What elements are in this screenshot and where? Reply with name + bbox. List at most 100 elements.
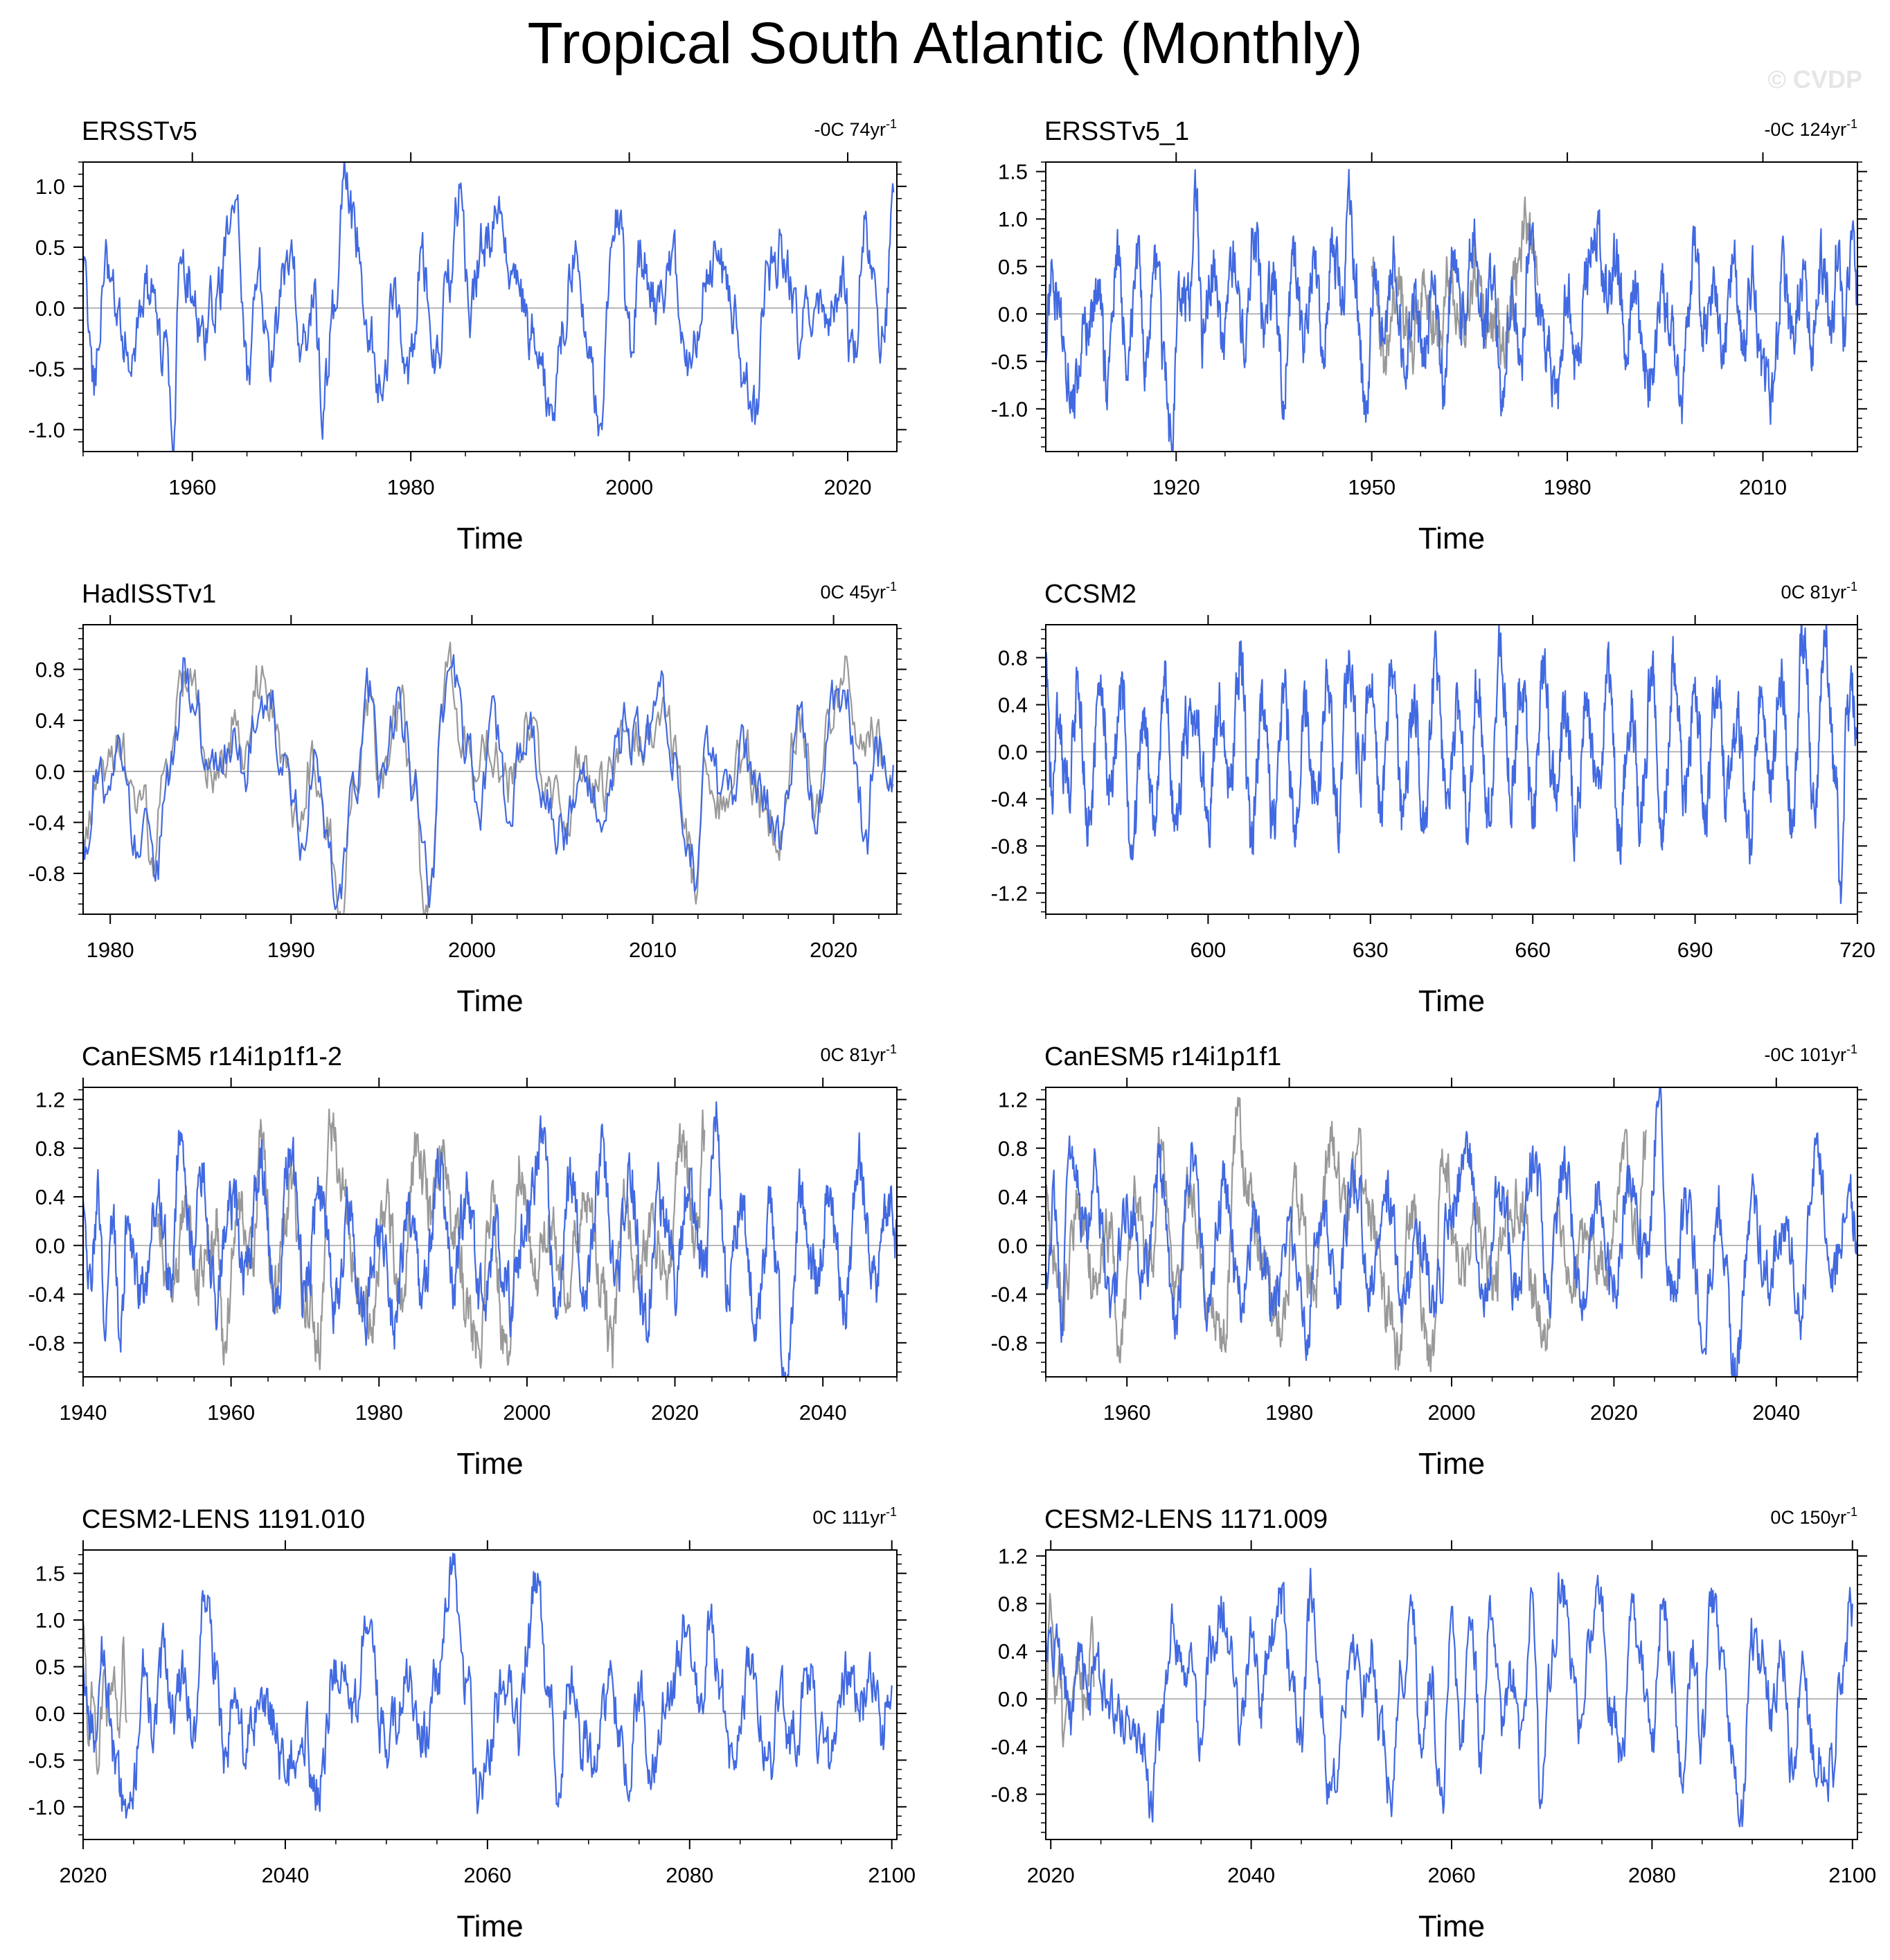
series-line-2 (1046, 168, 1857, 452)
x-tick-label: 1980 (87, 938, 134, 962)
series-line-2 (83, 1101, 897, 1377)
x-tick-label: 2000 (605, 475, 653, 499)
trend-value: 0C 81yr (820, 1044, 886, 1065)
y-tick-label: -0.4 (28, 1283, 65, 1307)
y-tick-label: -0.8 (991, 1783, 1028, 1807)
x-tick-label: 1940 (60, 1400, 107, 1425)
panel-5: CanESM5 r14i1p1f1-2 0C 81yr-1 -0.8 -0.4 0.0 0… (28, 1042, 907, 1481)
x-tick-label: 1960 (168, 475, 216, 499)
panel-title: CanESM5 r14i1p1f1 (1044, 1042, 1281, 1071)
x-axis-label: Time (1418, 1909, 1485, 1943)
panel-title: ERSSTv5 (82, 117, 197, 146)
y-tick-label: 0.5 (998, 255, 1028, 279)
x-tick-label: 720 (1839, 938, 1875, 962)
x-tick-label: 2000 (1428, 1400, 1476, 1425)
series-line-2 (1046, 1087, 1857, 1377)
trend-superscript: -1 (886, 1505, 897, 1519)
x-tick-label: 2010 (1739, 475, 1787, 499)
panel-title: ERSSTv5_1 (1044, 117, 1189, 146)
y-tick-label: 0.5 (35, 1655, 65, 1680)
y-tick-label: 0.0 (35, 296, 65, 321)
trend-value: -0C 124yr (1764, 119, 1846, 140)
x-axis-label: Time (456, 1447, 523, 1481)
x-axis-label: Time (456, 984, 523, 1018)
series-line-1 (1046, 625, 1857, 905)
trend-label: -0C 124yr-1 (1764, 117, 1857, 140)
x-tick-label: 2060 (1428, 1863, 1476, 1887)
y-tick-label: -1.2 (991, 881, 1028, 905)
x-tick-label: 1980 (1265, 1400, 1313, 1425)
y-tick-label: 1.2 (35, 1088, 65, 1112)
x-tick-label: 600 (1191, 938, 1227, 962)
trend-value: -0C 74yr (814, 119, 886, 140)
x-tick-label: 2040 (1752, 1400, 1800, 1425)
y-tick-label: 0.0 (998, 740, 1028, 765)
x-tick-label: 2100 (868, 1863, 916, 1887)
y-tick-label: -0.4 (991, 1735, 1028, 1759)
y-tick-label: -1.0 (28, 418, 65, 442)
y-tick-label: 0.0 (998, 1233, 1028, 1258)
x-tick-label: 2010 (629, 938, 677, 962)
trend-label: 0C 81yr-1 (1781, 580, 1857, 603)
y-tick-label: -0.8 (28, 862, 65, 886)
panel-4: CCSM2 0C 81yr-1 -1.2 -0.8 -0.4 0.0 0.4 0.8 600 63… (991, 580, 1875, 1018)
y-tick-label: 0.4 (35, 1185, 65, 1209)
panel-2: ERSSTv5_1 -0C 124yr-1 -1.0 -0.5 0.0 0.5 1.0 1.5… (991, 117, 1867, 555)
y-tick-label: 1.0 (998, 207, 1028, 231)
series-line-1 (83, 162, 895, 452)
trend-label: 0C 45yr-1 (820, 580, 897, 603)
y-tick-label: -0.8 (28, 1331, 65, 1355)
y-tick-label: 0.0 (998, 302, 1028, 326)
trend-value: 0C 81yr (1781, 582, 1846, 603)
trend-superscript: -1 (1846, 1042, 1857, 1056)
x-tick-label: 2000 (448, 938, 496, 962)
series-line-2 (83, 654, 894, 910)
trend-value: 0C 111yr (812, 1507, 886, 1528)
y-tick-label: 1.0 (35, 1608, 65, 1632)
x-tick-label: 1990 (267, 938, 315, 962)
x-tick-label: 690 (1677, 938, 1713, 962)
x-tick-label: 2020 (60, 1863, 107, 1887)
y-tick-label: 0.8 (998, 646, 1028, 670)
trend-superscript: -1 (886, 1042, 897, 1056)
y-tick-label: -0.5 (991, 350, 1028, 374)
trend-label: 0C 150yr-1 (1770, 1505, 1857, 1528)
panel-6: CanESM5 r14i1p1f1 -0C 101yr-1 -0.8 -0.4 0.0 0… (991, 1042, 1867, 1481)
y-tick-label: 1.5 (35, 1562, 65, 1586)
y-tick-label: 0.0 (35, 1233, 65, 1258)
y-tick-label: -0.4 (28, 810, 65, 835)
x-axis-label: Time (1418, 522, 1485, 555)
x-tick-label: 1980 (387, 475, 435, 499)
y-tick-label: 0.8 (35, 657, 65, 681)
x-axis-label: Time (1418, 984, 1485, 1018)
trend-value: 0C 45yr (820, 582, 886, 603)
y-tick-label: -0.4 (991, 1283, 1028, 1307)
y-tick-label: 0.4 (998, 693, 1028, 718)
x-tick-label: 2080 (666, 1863, 713, 1887)
x-tick-label: 2040 (261, 1863, 309, 1887)
y-tick-label: 1.0 (35, 175, 65, 199)
trend-label: 0C 81yr-1 (820, 1042, 897, 1065)
panel-title: CESM2-LENS 1171.009 (1044, 1505, 1328, 1534)
trend-superscript: -1 (886, 580, 897, 594)
panel-title: HadISSTv1 (82, 580, 216, 609)
y-tick-label: 0.4 (998, 1639, 1028, 1664)
series-line-2 (83, 1552, 893, 1819)
cvdp-watermark: © CVDP (1767, 65, 1862, 93)
series-line-1 (156, 1108, 706, 1371)
series-line-2 (1046, 1567, 1853, 1828)
y-tick-label: 0.8 (998, 1137, 1028, 1161)
x-tick-label: 1980 (355, 1400, 403, 1425)
x-tick-label: 2020 (1027, 1863, 1075, 1887)
y-tick-label: 0.5 (35, 235, 65, 260)
plot-frame (1045, 161, 1858, 452)
x-tick-label: 1960 (1103, 1400, 1151, 1425)
y-tick-label: 0.4 (35, 709, 65, 733)
x-tick-label: 1960 (207, 1400, 255, 1425)
y-tick-label: -0.8 (991, 1331, 1028, 1355)
y-tick-label: -0.8 (991, 834, 1028, 858)
plot-frame (82, 624, 898, 915)
x-tick-label: 2040 (1227, 1863, 1275, 1887)
